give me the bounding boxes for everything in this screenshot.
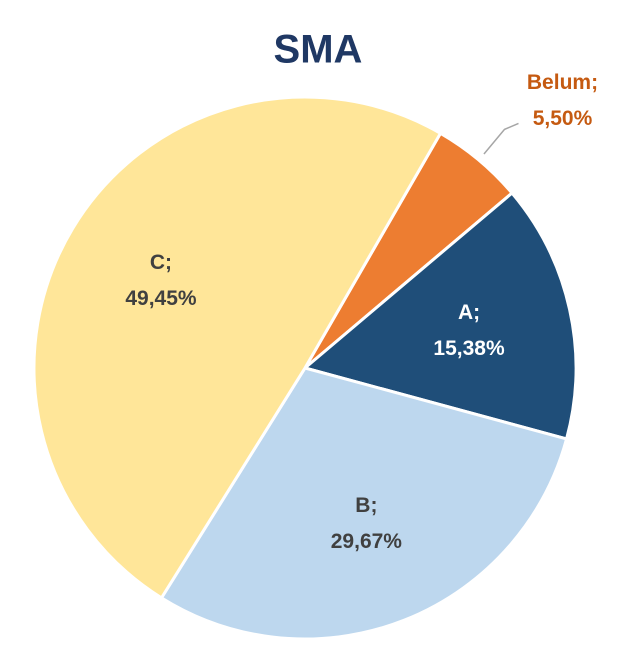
slice-label: B;	[355, 494, 377, 517]
slice-value-label: 5,50%	[533, 107, 593, 130]
slice-label: Belum;	[527, 71, 598, 94]
slice-label: C;	[150, 251, 172, 274]
leader-line	[483, 122, 519, 155]
pie-slice	[32, 95, 443, 600]
pie-slice	[301, 190, 578, 441]
slice-value-label: 15,38%	[433, 337, 505, 360]
slice-label: A;	[458, 301, 480, 324]
slice-value-label: 29,67%	[331, 530, 403, 553]
slice-value-label: 49,45%	[125, 287, 197, 310]
chart-title: SMA	[274, 28, 363, 72]
